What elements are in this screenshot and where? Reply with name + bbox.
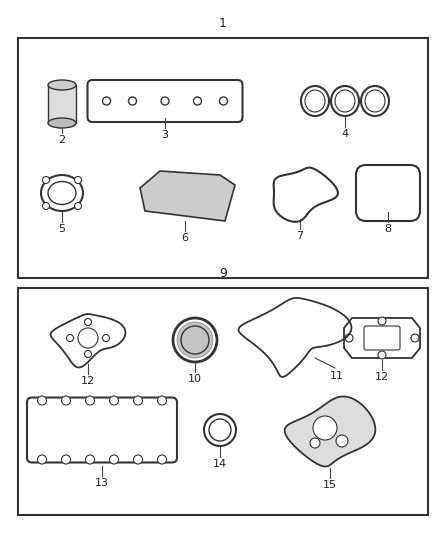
Circle shape (161, 97, 169, 105)
Text: 2: 2 (58, 135, 66, 145)
Text: 12: 12 (375, 372, 389, 382)
Circle shape (38, 396, 46, 405)
Circle shape (378, 317, 386, 325)
Ellipse shape (200, 188, 210, 196)
Polygon shape (285, 397, 375, 466)
Circle shape (85, 396, 95, 405)
Text: 1: 1 (219, 17, 227, 30)
Circle shape (345, 334, 353, 342)
Circle shape (219, 97, 227, 105)
Text: 4: 4 (342, 129, 349, 139)
Circle shape (102, 97, 110, 105)
Circle shape (85, 455, 95, 464)
Circle shape (38, 455, 46, 464)
Text: 10: 10 (188, 374, 202, 384)
Ellipse shape (160, 194, 170, 202)
Text: 11: 11 (330, 371, 344, 381)
Circle shape (313, 416, 337, 440)
Circle shape (42, 176, 49, 183)
Text: 14: 14 (213, 459, 227, 469)
Text: 15: 15 (323, 480, 337, 490)
Bar (18, 38, 428, 278)
Circle shape (74, 203, 81, 209)
Circle shape (336, 435, 348, 447)
Circle shape (411, 334, 419, 342)
Text: 9: 9 (219, 267, 227, 280)
FancyBboxPatch shape (364, 326, 400, 350)
Circle shape (61, 396, 71, 405)
Polygon shape (140, 171, 235, 221)
Text: 8: 8 (385, 224, 392, 234)
Text: 13: 13 (95, 478, 109, 488)
Circle shape (128, 97, 137, 105)
Circle shape (158, 396, 166, 405)
Circle shape (74, 176, 81, 183)
Circle shape (310, 438, 320, 448)
Ellipse shape (48, 80, 76, 90)
Circle shape (61, 455, 71, 464)
Circle shape (134, 455, 142, 464)
Circle shape (110, 396, 119, 405)
Bar (48, 85, 76, 123)
Circle shape (85, 351, 92, 358)
Circle shape (102, 335, 110, 342)
Circle shape (177, 322, 213, 358)
Bar (18, 288, 428, 515)
Ellipse shape (48, 118, 76, 128)
Circle shape (78, 328, 98, 348)
Circle shape (42, 203, 49, 209)
Text: 12: 12 (81, 376, 95, 386)
Circle shape (134, 396, 142, 405)
Circle shape (378, 351, 386, 359)
Text: 3: 3 (162, 130, 169, 140)
Circle shape (110, 455, 119, 464)
Ellipse shape (180, 191, 190, 199)
Text: 5: 5 (59, 224, 66, 234)
Circle shape (85, 319, 92, 326)
Circle shape (194, 97, 201, 105)
Text: 7: 7 (297, 231, 304, 241)
Circle shape (158, 455, 166, 464)
Circle shape (67, 335, 74, 342)
Text: 6: 6 (181, 233, 188, 243)
